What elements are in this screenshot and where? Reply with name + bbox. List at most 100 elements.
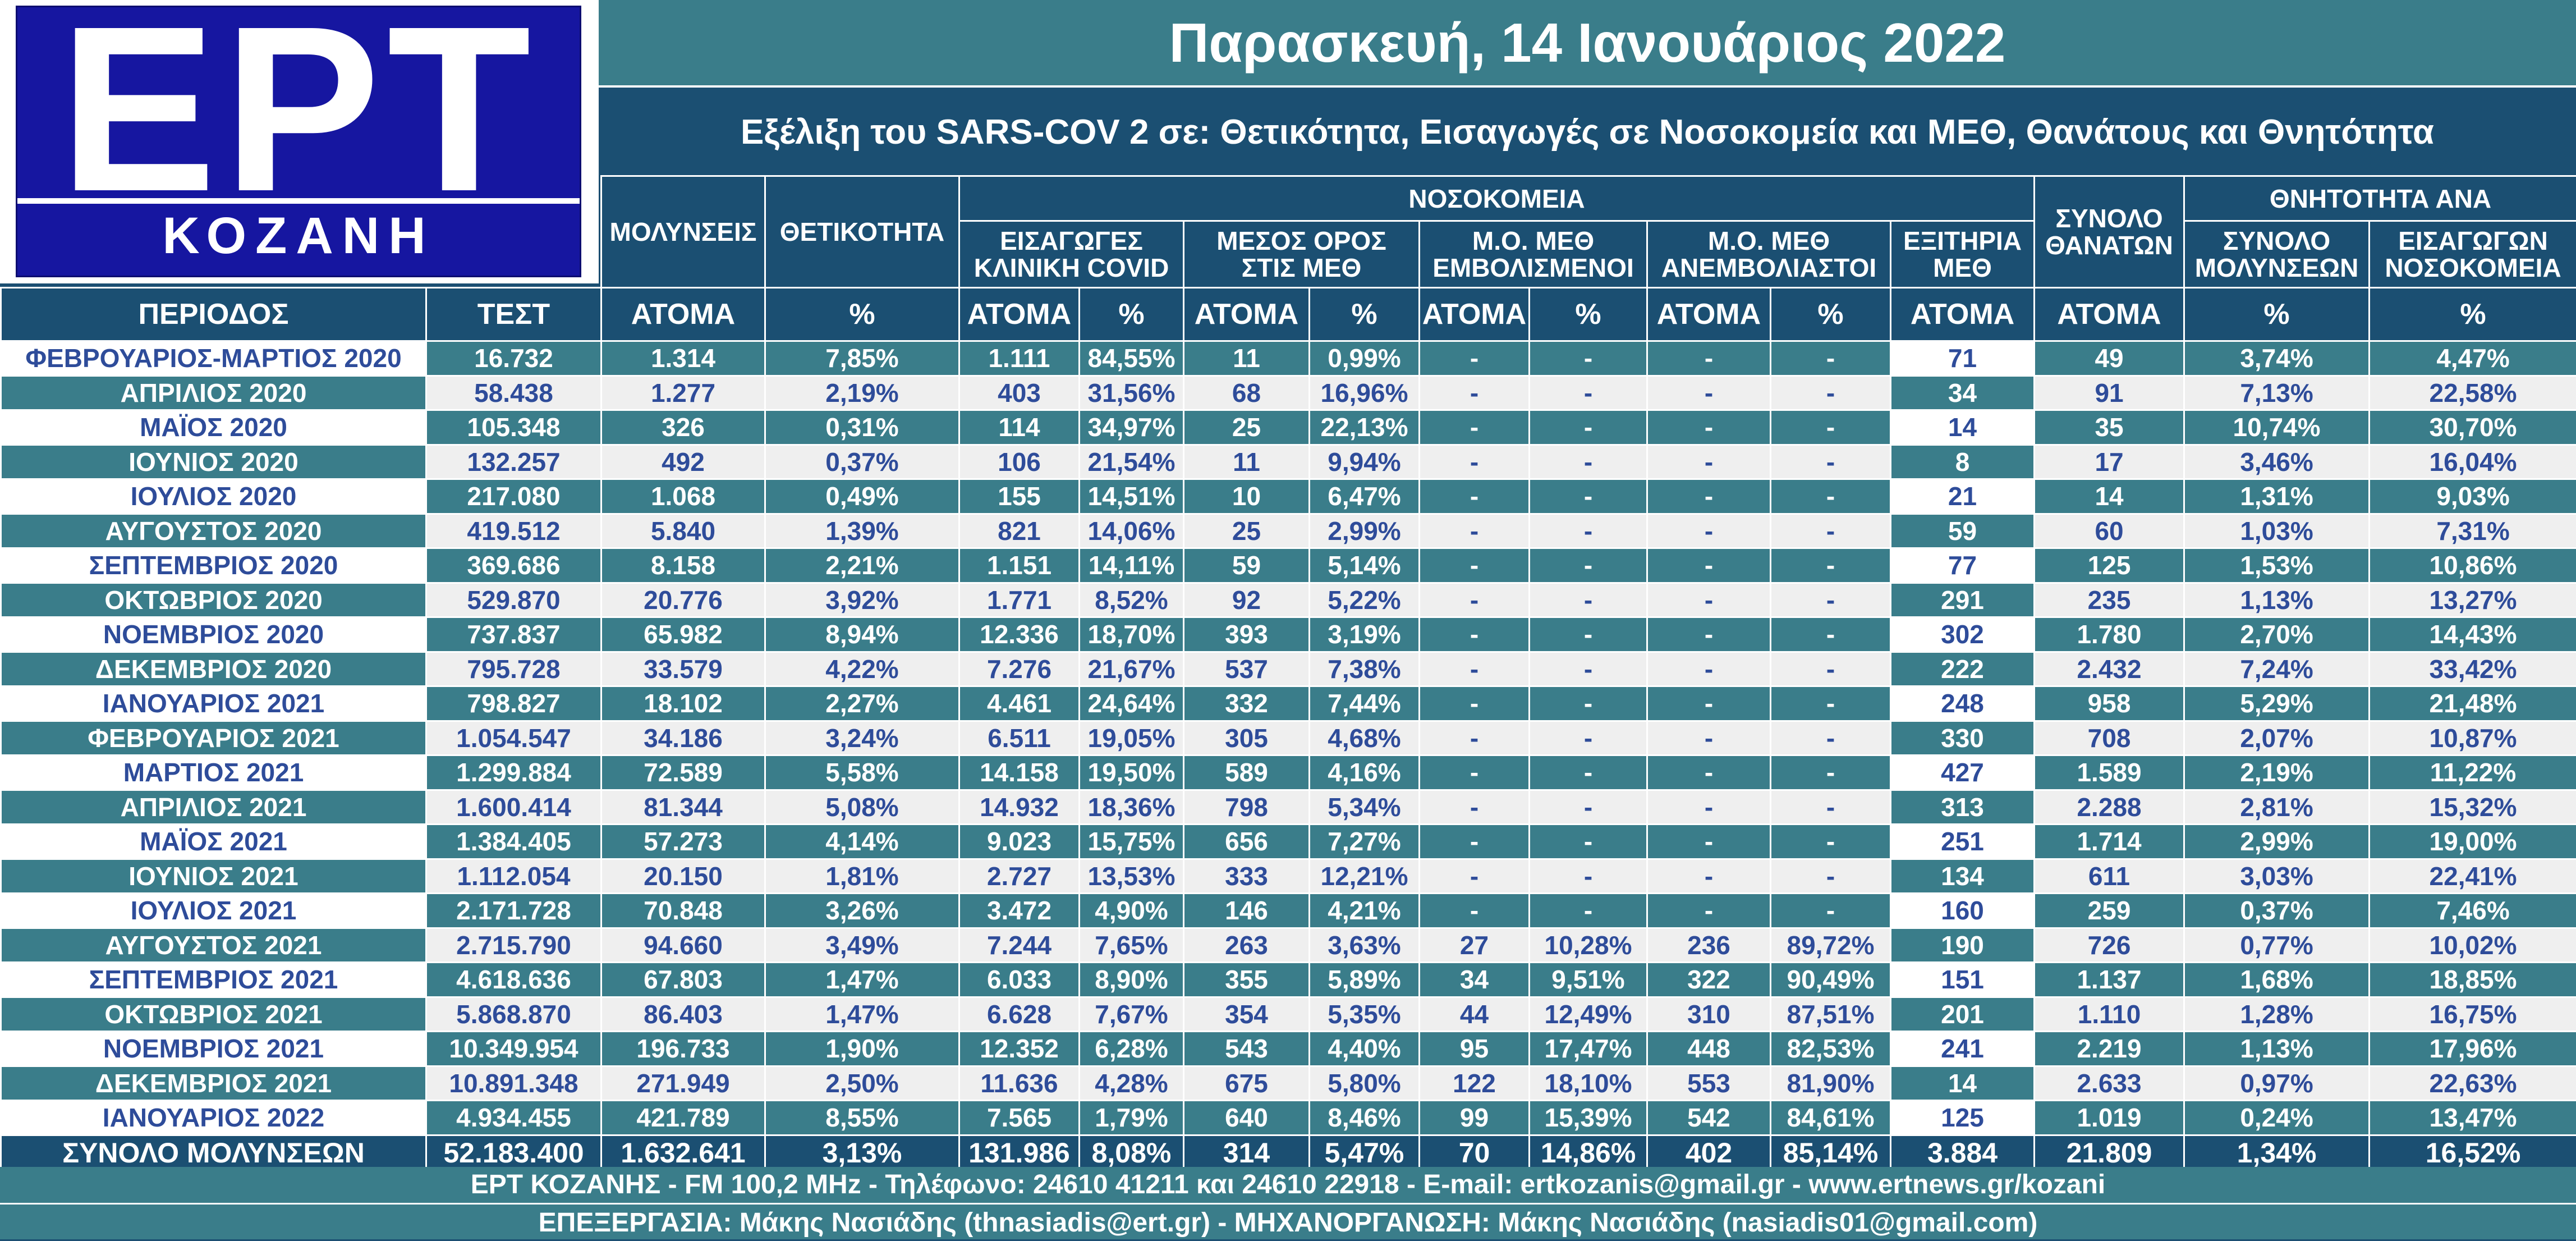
table-cell: 151 bbox=[1891, 963, 2035, 997]
header-total-deaths-line1: ΣΥΝΟΛΟ bbox=[2055, 204, 2162, 233]
table-cell: 1.019 bbox=[2035, 1101, 2184, 1135]
table-cell: 16,96% bbox=[1310, 375, 1420, 410]
table-cell: 322 bbox=[1647, 963, 1771, 997]
table-cell: 5.840 bbox=[601, 514, 765, 548]
table-cell: - bbox=[1771, 375, 1891, 410]
table-cell: 18,85% bbox=[2370, 963, 2576, 997]
table-cell: 421.789 bbox=[601, 1101, 765, 1135]
table-cell: 44 bbox=[1420, 997, 1530, 1032]
report-date: Παρασκευή, 14 Ιανουάριος 2022 bbox=[599, 0, 2576, 85]
table-cell: - bbox=[1530, 755, 1647, 790]
table-cell: 34 bbox=[1420, 963, 1530, 997]
table-cell: 14 bbox=[2035, 479, 2184, 514]
table-cell: - bbox=[1647, 410, 1771, 445]
table-cell: - bbox=[1771, 755, 1891, 790]
period-cell: ΜΑΪΟΣ 2020 bbox=[1, 410, 426, 445]
table-cell: 1.771 bbox=[959, 583, 1080, 617]
table-cell: 1.112.054 bbox=[426, 859, 601, 894]
table-cell: - bbox=[1530, 859, 1647, 894]
table-cell: 1.277 bbox=[601, 375, 765, 410]
table-cell: 248 bbox=[1891, 686, 2035, 721]
period-cell: ΣΕΠΤΕΜΒΡΙΟΣ 2021 bbox=[1, 963, 426, 997]
table-cell: 4,90% bbox=[1080, 894, 1184, 928]
table-cell: 2.219 bbox=[2035, 1032, 2184, 1066]
table-cell: 12,21% bbox=[1310, 859, 1420, 894]
table-cell: - bbox=[1530, 825, 1647, 859]
table-cell: 3,24% bbox=[765, 721, 959, 755]
table-cell: 0,49% bbox=[765, 479, 959, 514]
table-cell: - bbox=[1647, 652, 1771, 686]
table-cell: - bbox=[1420, 583, 1530, 617]
period-cell: ΙΑΝΟΥΑΡΙΟΣ 2022 bbox=[1, 1101, 426, 1135]
table-cell: 3,03% bbox=[2184, 859, 2370, 894]
table-cell: 105.348 bbox=[426, 410, 601, 445]
table-cell: 77 bbox=[1891, 548, 2035, 583]
table-cell: 2.715.790 bbox=[426, 928, 601, 963]
table-cell: 5,89% bbox=[1310, 963, 1420, 997]
unit-header-cell: % bbox=[1310, 288, 1420, 341]
period-cell: ΜΑΪΟΣ 2021 bbox=[1, 825, 426, 859]
table-cell: 14,43% bbox=[2370, 617, 2576, 652]
table-cell: 2,07% bbox=[2184, 721, 2370, 755]
table-cell: 18.102 bbox=[601, 686, 765, 721]
table-cell: 355 bbox=[1184, 963, 1310, 997]
table-cell: 90,49% bbox=[1771, 963, 1891, 997]
table-cell: - bbox=[1530, 894, 1647, 928]
table-cell: 14.932 bbox=[959, 790, 1080, 825]
period-cell: ΙΟΥΛΙΟΣ 2020 bbox=[1, 479, 426, 514]
table-cell: 134 bbox=[1891, 859, 2035, 894]
table-cell: 14.158 bbox=[959, 755, 1080, 790]
table-cell: 291 bbox=[1891, 583, 2035, 617]
table-cell: 99 bbox=[1420, 1101, 1530, 1135]
table-cell: 5,29% bbox=[2184, 686, 2370, 721]
table-cell: 17 bbox=[2035, 445, 2184, 479]
unit-header-cell: ΑΤΟΜΑ bbox=[601, 288, 765, 341]
period-cell: ΙΟΥΝΙΟΣ 2020 bbox=[1, 445, 426, 479]
table-cell: 5.868.870 bbox=[426, 997, 601, 1032]
table-cell: 10,86% bbox=[2370, 548, 2576, 583]
table-cell: 1,79% bbox=[1080, 1101, 1184, 1135]
table-cell: 19,00% bbox=[2370, 825, 2576, 859]
period-cell: ΙΟΥΛΙΟΣ 2021 bbox=[1, 894, 426, 928]
total-cell: 3.884 bbox=[1891, 1135, 2035, 1170]
table-cell: - bbox=[1530, 341, 1647, 376]
unit-header-cell: ΑΤΟΜΑ bbox=[959, 288, 1080, 341]
total-cell: 314 bbox=[1184, 1135, 1310, 1170]
unit-header-cell: ΤΕΣΤ bbox=[426, 288, 601, 341]
table-cell: 259 bbox=[2035, 894, 2184, 928]
table-cell: 1.151 bbox=[959, 548, 1080, 583]
period-cell: ΔΕΚΕΜΒΡΙΟΣ 2021 bbox=[1, 1066, 426, 1101]
table-cell: - bbox=[1530, 617, 1647, 652]
table-cell: 0,24% bbox=[2184, 1101, 2370, 1135]
total-cell: 14,86% bbox=[1530, 1135, 1647, 1170]
table-cell: - bbox=[1530, 583, 1647, 617]
header-positivity: ΘΕΤΙΚΟΤΗΤΑ bbox=[765, 176, 959, 288]
table-cell: 8 bbox=[1891, 445, 2035, 479]
table-cell: 4.934.455 bbox=[426, 1101, 601, 1135]
period-cell: ΑΥΓΟΥΣΤΟΣ 2021 bbox=[1, 928, 426, 963]
table-cell: 70.848 bbox=[601, 894, 765, 928]
header-icu-unvaccinated-line2: ΑΝΕΜΒΟΛΙΑΣΤΟΙ bbox=[1661, 253, 1876, 282]
table-cell: 7,27% bbox=[1310, 825, 1420, 859]
period-cell: ΙΑΝΟΥΑΡΙΟΣ 2021 bbox=[1, 686, 426, 721]
table-cell: 1.589 bbox=[2035, 755, 2184, 790]
table-cell: 84,55% bbox=[1080, 341, 1184, 376]
header-admissions-line2: ΚΛΙΝΙΚΗ COVID bbox=[974, 253, 1169, 282]
unit-header-cell: % bbox=[1080, 288, 1184, 341]
unit-header-cell: % bbox=[1530, 288, 1647, 341]
total-cell: 8,08% bbox=[1080, 1135, 1184, 1170]
table-cell: 737.837 bbox=[426, 617, 601, 652]
table-cell: 16,04% bbox=[2370, 445, 2576, 479]
table-cell: 5,22% bbox=[1310, 583, 1420, 617]
table-cell: 155 bbox=[959, 479, 1080, 514]
table-cell: - bbox=[1647, 755, 1771, 790]
table-cell: 20.776 bbox=[601, 583, 765, 617]
total-cell: 5,47% bbox=[1310, 1135, 1420, 1170]
table-cell: 25 bbox=[1184, 514, 1310, 548]
unit-header-cell: ΠΕΡΙΟΔΟΣ bbox=[1, 288, 426, 341]
table-cell: - bbox=[1420, 825, 1530, 859]
